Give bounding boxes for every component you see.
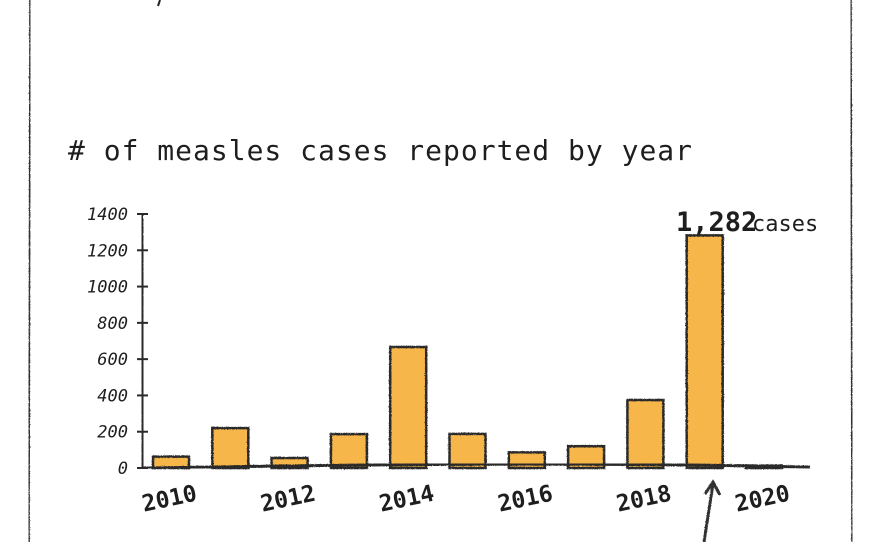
y-tick-label-1200: 1200: [87, 241, 128, 261]
y-tick-label-200: 200: [97, 423, 128, 443]
x-tick-label-2016: 2016: [496, 481, 556, 518]
bar-2019: [685, 234, 724, 470]
top-fragment-mark: [157, 0, 161, 7]
y-tick-label-1400: 1400: [87, 205, 128, 225]
annotation-arrow: [702, 479, 722, 542]
annotation-unit: cases: [752, 212, 818, 237]
x-ticks-group: 2010 2012 2014 2016 2018 2020: [140, 481, 793, 518]
bar-2015: [448, 432, 487, 470]
bar-2013: [329, 432, 369, 470]
x-tick-label-2010: 2010: [140, 481, 200, 518]
bar-2016: [507, 451, 547, 470]
x-tick-label-2020: 2020: [733, 481, 793, 518]
y-tick-label-800: 800: [97, 314, 128, 334]
annotation-number: 1,282: [676, 207, 757, 238]
y-axis-line: [140, 213, 145, 469]
x-tick-label-2014: 2014: [377, 481, 437, 518]
chart-title: # of measles cases reported by year: [68, 134, 693, 167]
bar-2012: [270, 456, 309, 470]
bar-annotation: 1,282 cases: [676, 207, 818, 238]
y-ticks-group: 0 200 400 600 800 1000 1200 1400: [87, 205, 148, 479]
y-tick-label-400: 400: [97, 386, 128, 406]
frame-right-edge: [850, 0, 853, 542]
y-tick-label-1000: 1000: [87, 278, 128, 298]
bar-2014: [388, 345, 428, 470]
y-tick-label-0: 0: [118, 459, 128, 479]
x-tick-label-2012: 2012: [258, 481, 318, 518]
x-tick-label-2018: 2018: [614, 481, 674, 518]
frame-left-edge: [28, 0, 31, 542]
bar-2011: [211, 426, 250, 470]
bar-2017: [566, 444, 606, 470]
y-tick-label-600: 600: [97, 350, 128, 370]
bar-2018: [626, 398, 665, 470]
x-axis-line: [141, 462, 811, 470]
bars-group: [151, 234, 784, 470]
